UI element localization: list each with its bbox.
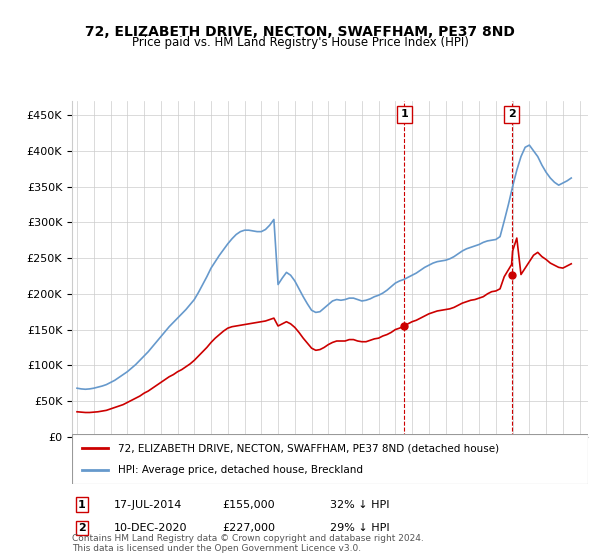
Text: 29% ↓ HPI: 29% ↓ HPI: [330, 523, 389, 533]
Text: £227,000: £227,000: [222, 523, 275, 533]
Text: Price paid vs. HM Land Registry's House Price Index (HPI): Price paid vs. HM Land Registry's House …: [131, 36, 469, 49]
Text: £155,000: £155,000: [222, 500, 275, 510]
Text: 72, ELIZABETH DRIVE, NECTON, SWAFFHAM, PE37 8ND: 72, ELIZABETH DRIVE, NECTON, SWAFFHAM, P…: [85, 25, 515, 39]
Text: 2: 2: [508, 109, 515, 119]
Text: 2: 2: [78, 523, 86, 533]
FancyBboxPatch shape: [72, 434, 588, 484]
Text: 10-DEC-2020: 10-DEC-2020: [114, 523, 187, 533]
Text: 1: 1: [78, 500, 86, 510]
Text: 32% ↓ HPI: 32% ↓ HPI: [330, 500, 389, 510]
Text: 1: 1: [401, 109, 408, 119]
Text: 72, ELIZABETH DRIVE, NECTON, SWAFFHAM, PE37 8ND (detached house): 72, ELIZABETH DRIVE, NECTON, SWAFFHAM, P…: [118, 443, 500, 453]
Text: HPI: Average price, detached house, Breckland: HPI: Average price, detached house, Brec…: [118, 465, 364, 475]
Text: 17-JUL-2014: 17-JUL-2014: [114, 500, 182, 510]
Text: Contains HM Land Registry data © Crown copyright and database right 2024.
This d: Contains HM Land Registry data © Crown c…: [72, 534, 424, 553]
